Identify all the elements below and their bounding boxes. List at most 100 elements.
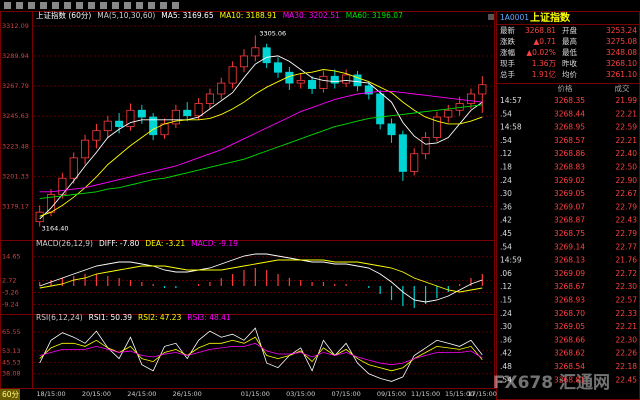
trade-time: .18 — [500, 163, 512, 172]
candle-body — [149, 116, 158, 136]
x-tick-label: 01/15:00 — [241, 390, 270, 398]
period-tab[interactable] — [0, 389, 20, 400]
x-tick-label: 09/15:00 — [377, 390, 406, 398]
tool-icon[interactable] — [160, 2, 167, 9]
trade-time: .24 — [500, 176, 512, 185]
trade-price: 3268.35 — [554, 96, 585, 105]
trade-price: 3269.02 — [554, 176, 585, 185]
low-annotation: 3164.40 — [42, 225, 69, 233]
settings-icon[interactable] — [488, 14, 494, 20]
quote-label: 最新 — [500, 25, 515, 35]
trade-price: 3268.57 — [554, 136, 585, 145]
y-tick-label: 3201.33 — [2, 172, 29, 180]
x-tick-label: 17/15:00 — [468, 390, 497, 398]
trade-price: 3268.13 — [554, 256, 585, 265]
trade-price: 3268.75 — [554, 229, 585, 238]
tool-icon[interactable] — [76, 2, 83, 9]
indicator-line — [39, 104, 483, 200]
y-tick-label: 3245.63 — [2, 112, 29, 120]
quote-value: ▲0.71 — [534, 37, 557, 46]
legend-entry: MACD(26,12,9) — [36, 239, 93, 248]
tool-icon[interactable] — [124, 2, 131, 9]
trade-time: .24 — [500, 309, 512, 318]
quote-name: 上证指数 — [530, 11, 571, 24]
tool-icon[interactable] — [172, 2, 179, 9]
trade-price: 3268.66 — [554, 335, 585, 344]
quote-label: 最高 — [562, 36, 577, 46]
tool-icon[interactable] — [28, 2, 35, 9]
trade-volume: 22.21 — [616, 322, 638, 331]
legend-entry: RSI(6,12,24) — [36, 313, 83, 322]
trade-price: 3268.83 — [554, 163, 585, 172]
candle-body — [478, 84, 487, 95]
candle-body — [421, 137, 430, 155]
tool-icon[interactable] — [52, 2, 59, 9]
legend-entry: MA(5,10,30,60) — [97, 11, 155, 20]
trade-price: 3268.54 — [554, 362, 585, 371]
period-label[interactable]: 60分 — [2, 390, 20, 399]
tool-icon[interactable] — [148, 2, 155, 9]
trade-volume: 22.79 — [616, 229, 638, 238]
trade-time: .12 — [500, 149, 512, 158]
candle-body — [444, 109, 453, 118]
indicator-line — [39, 69, 483, 217]
candle-body — [364, 85, 373, 95]
quote-value: 3268.10 — [606, 59, 637, 68]
candle-body — [217, 82, 226, 95]
candle-body — [262, 47, 271, 64]
candle-body — [432, 116, 441, 138]
x-tick-label: 07/15:00 — [332, 390, 361, 398]
candle-body — [171, 109, 180, 125]
tool-icon[interactable] — [64, 2, 71, 9]
y-tick-label: 38.08 — [2, 370, 21, 378]
legend-entry: RSI2: 47.23 — [138, 313, 182, 322]
candle-body — [353, 74, 362, 87]
legend-entry: DEA: -3.21 — [145, 239, 185, 248]
trade-time: .48 — [500, 362, 512, 371]
x-tick-label: 24/15:00 — [127, 390, 156, 398]
y-tick-label: 65.55 — [2, 328, 21, 336]
trade-volume: 22.21 — [616, 136, 638, 145]
candle-body — [103, 120, 112, 132]
candle-body — [183, 109, 192, 117]
candle-body — [251, 47, 260, 57]
tool-icon[interactable] — [40, 2, 47, 9]
trade-volume: 22.30 — [616, 335, 638, 344]
quote-label: 最低 — [562, 47, 577, 57]
trade-price: 3269.05 — [554, 322, 585, 331]
toolbar — [4, 2, 494, 20]
candle-body — [228, 66, 237, 84]
candle-body — [410, 153, 419, 172]
trade-volume: 22.67 — [616, 189, 638, 198]
trade-price: 3269.09 — [554, 269, 585, 278]
tool-icon[interactable] — [88, 2, 95, 9]
trade-price: 3268.67 — [554, 282, 585, 291]
quote-value: 1.36万 — [532, 59, 557, 68]
quote-label: 昨收 — [562, 58, 577, 68]
candle-body — [342, 74, 351, 84]
quote-code: 1A0001 — [500, 13, 529, 22]
candle-body — [92, 130, 101, 141]
quote-label: 涨跌 — [500, 36, 515, 46]
candle-body — [137, 109, 146, 118]
tool-icon[interactable] — [4, 2, 11, 9]
trade-volume: 21.76 — [616, 256, 638, 265]
candle-body — [205, 93, 214, 104]
candle-body — [115, 120, 124, 127]
candle-body — [239, 55, 249, 68]
legend-entry: MACD: -9.19 — [191, 239, 238, 248]
quote-value: ▲0.02% — [526, 48, 556, 57]
tool-icon[interactable] — [112, 2, 119, 9]
candle-body — [308, 79, 317, 89]
tool-icon[interactable] — [16, 2, 23, 9]
legend-entry: RSI3: 48.41 — [187, 313, 231, 322]
y-tick-label: -9.24 — [2, 300, 19, 308]
tool-icon[interactable] — [100, 2, 107, 9]
trade-time: .42 — [500, 216, 512, 225]
trade-volume: 22.33 — [616, 309, 638, 318]
trade-price: 3268.44 — [554, 109, 585, 118]
candle-body — [319, 75, 328, 89]
trade-time: .12 — [500, 282, 512, 291]
tool-icon[interactable] — [136, 2, 143, 9]
